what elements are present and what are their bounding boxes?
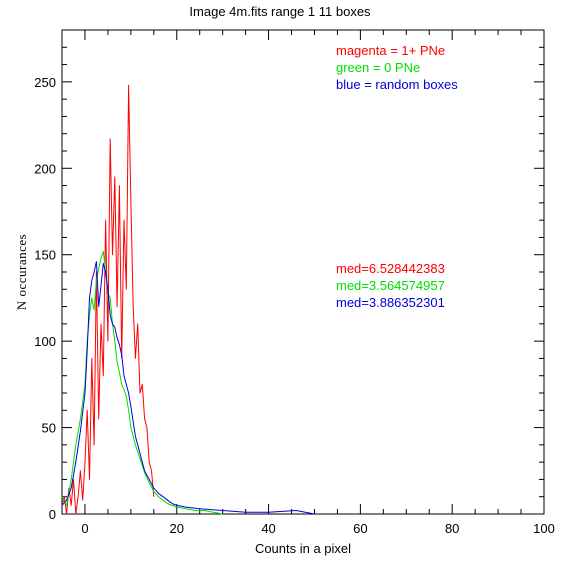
series-line-blue bbox=[61, 261, 315, 515]
y-axis-label: N occurances bbox=[14, 234, 29, 310]
x-tick-label: 40 bbox=[261, 521, 275, 536]
x-tick-label: 100 bbox=[533, 521, 555, 536]
median-label: med=3.564574957 bbox=[336, 278, 445, 293]
legend: magenta = 1+ PNe green = 0 PNe blue = rand… bbox=[336, 43, 458, 92]
series-line-green bbox=[61, 250, 223, 515]
x-tick-label: 20 bbox=[170, 521, 184, 536]
series-line-magenta bbox=[61, 84, 155, 515]
legend-entry: green = 0 PNe bbox=[336, 60, 420, 75]
series-layer bbox=[61, 84, 315, 515]
x-tick-label: 60 bbox=[353, 521, 367, 536]
y-tick-label: 0 bbox=[49, 507, 56, 522]
y-tick-label: 200 bbox=[34, 161, 56, 176]
legend-entry: magenta = 1+ PNe bbox=[336, 43, 445, 58]
median-annotations: med=6.528442383 med=3.564574957 med=3.8863… bbox=[336, 261, 445, 310]
legend-entry: blue = random boxes bbox=[336, 77, 458, 92]
median-label: med=6.528442383 bbox=[336, 261, 445, 276]
y-tick-label: 150 bbox=[34, 248, 56, 263]
median-label: med=3.886352301 bbox=[336, 295, 445, 310]
axes-layer: 0 20 40 60 80 100 0 50 100 150 200 250 bbox=[34, 30, 555, 536]
x-axis-label: Counts in a pixel bbox=[255, 541, 351, 556]
y-tick-label: 50 bbox=[42, 421, 56, 436]
chart-title: Image 4m.fits range 1 11 boxes bbox=[189, 4, 371, 19]
y-tick-label: 100 bbox=[34, 334, 56, 349]
x-tick-label: 80 bbox=[445, 521, 459, 536]
y-tick-label: 250 bbox=[34, 75, 56, 90]
x-tick-label: 0 bbox=[81, 521, 88, 536]
